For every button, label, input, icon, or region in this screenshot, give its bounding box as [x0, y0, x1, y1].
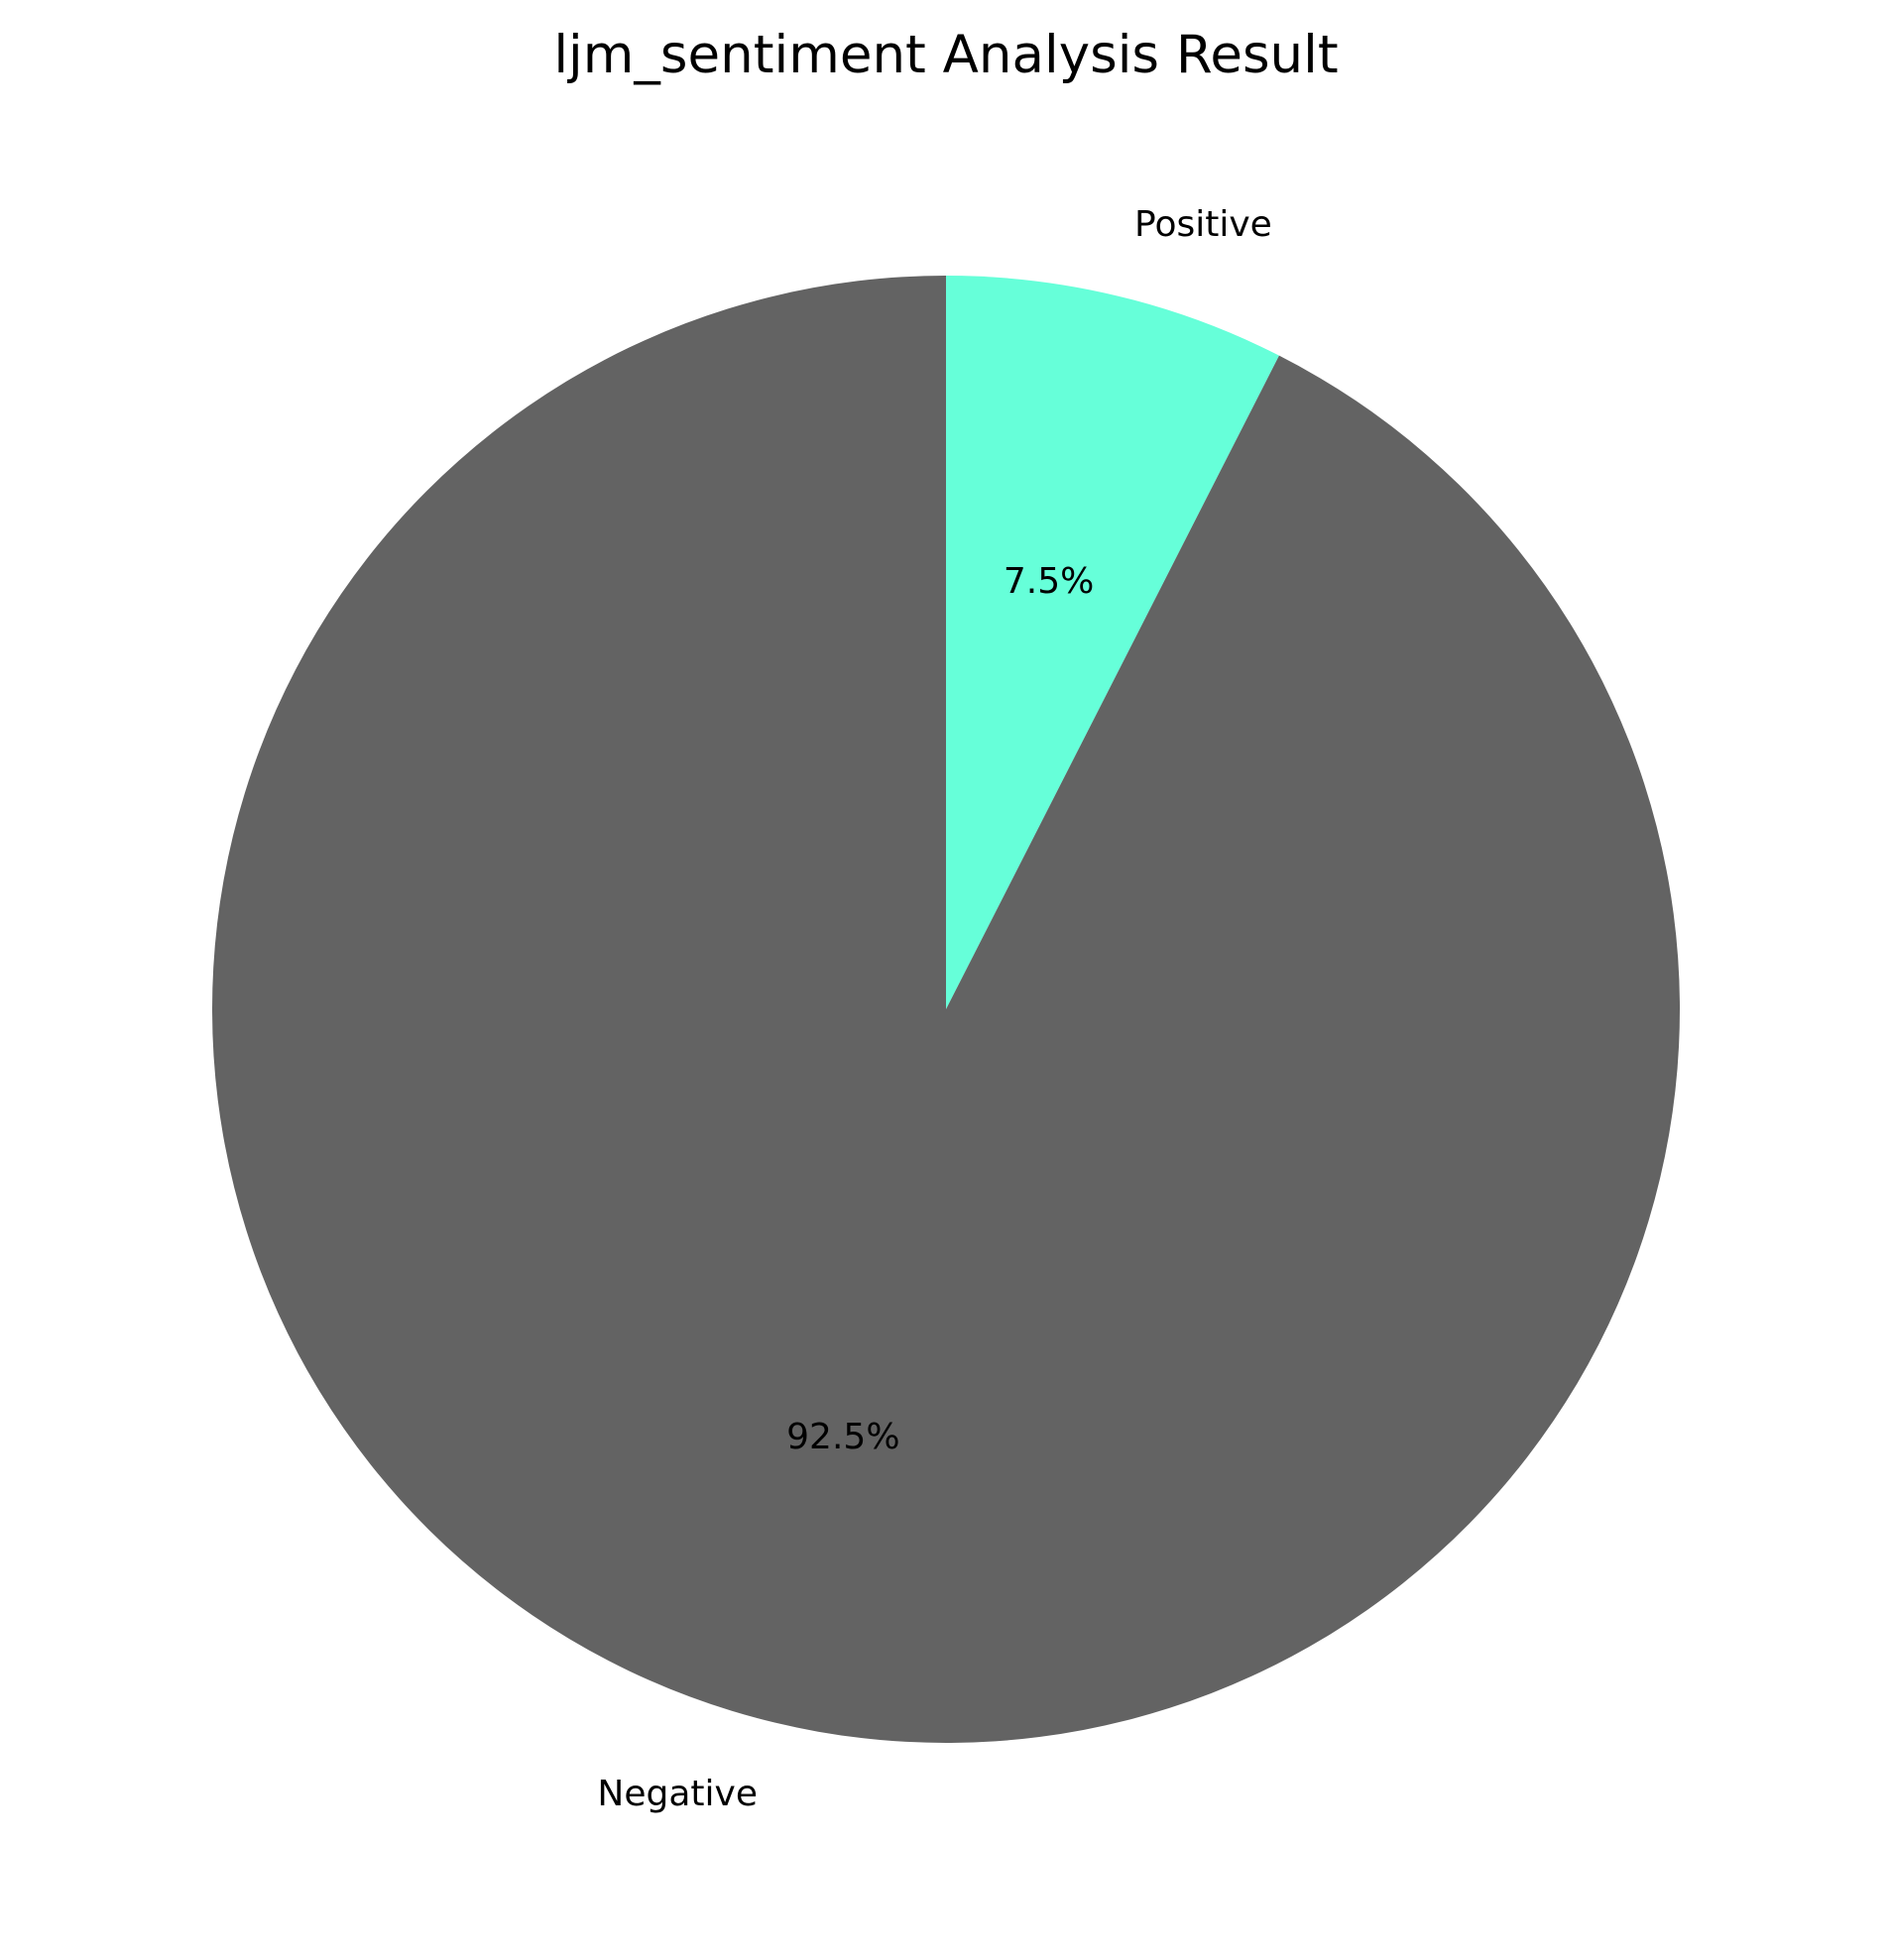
- pie-slice-negative: [212, 276, 1681, 1743]
- slice-label-negative: Negative: [597, 1774, 758, 1814]
- slice-percent-negative: 92.5%: [786, 1417, 899, 1457]
- slice-label-positive: Positive: [1134, 204, 1272, 245]
- pie-labels: Positive 7.5% Negative 92.5%: [597, 204, 1271, 1814]
- chart-title: ljm_sentiment Analysis Result: [553, 25, 1338, 85]
- slice-percent-positive: 7.5%: [1004, 561, 1094, 602]
- pie-slice-positive: [946, 276, 1279, 1009]
- pie-slices: [212, 276, 1681, 1743]
